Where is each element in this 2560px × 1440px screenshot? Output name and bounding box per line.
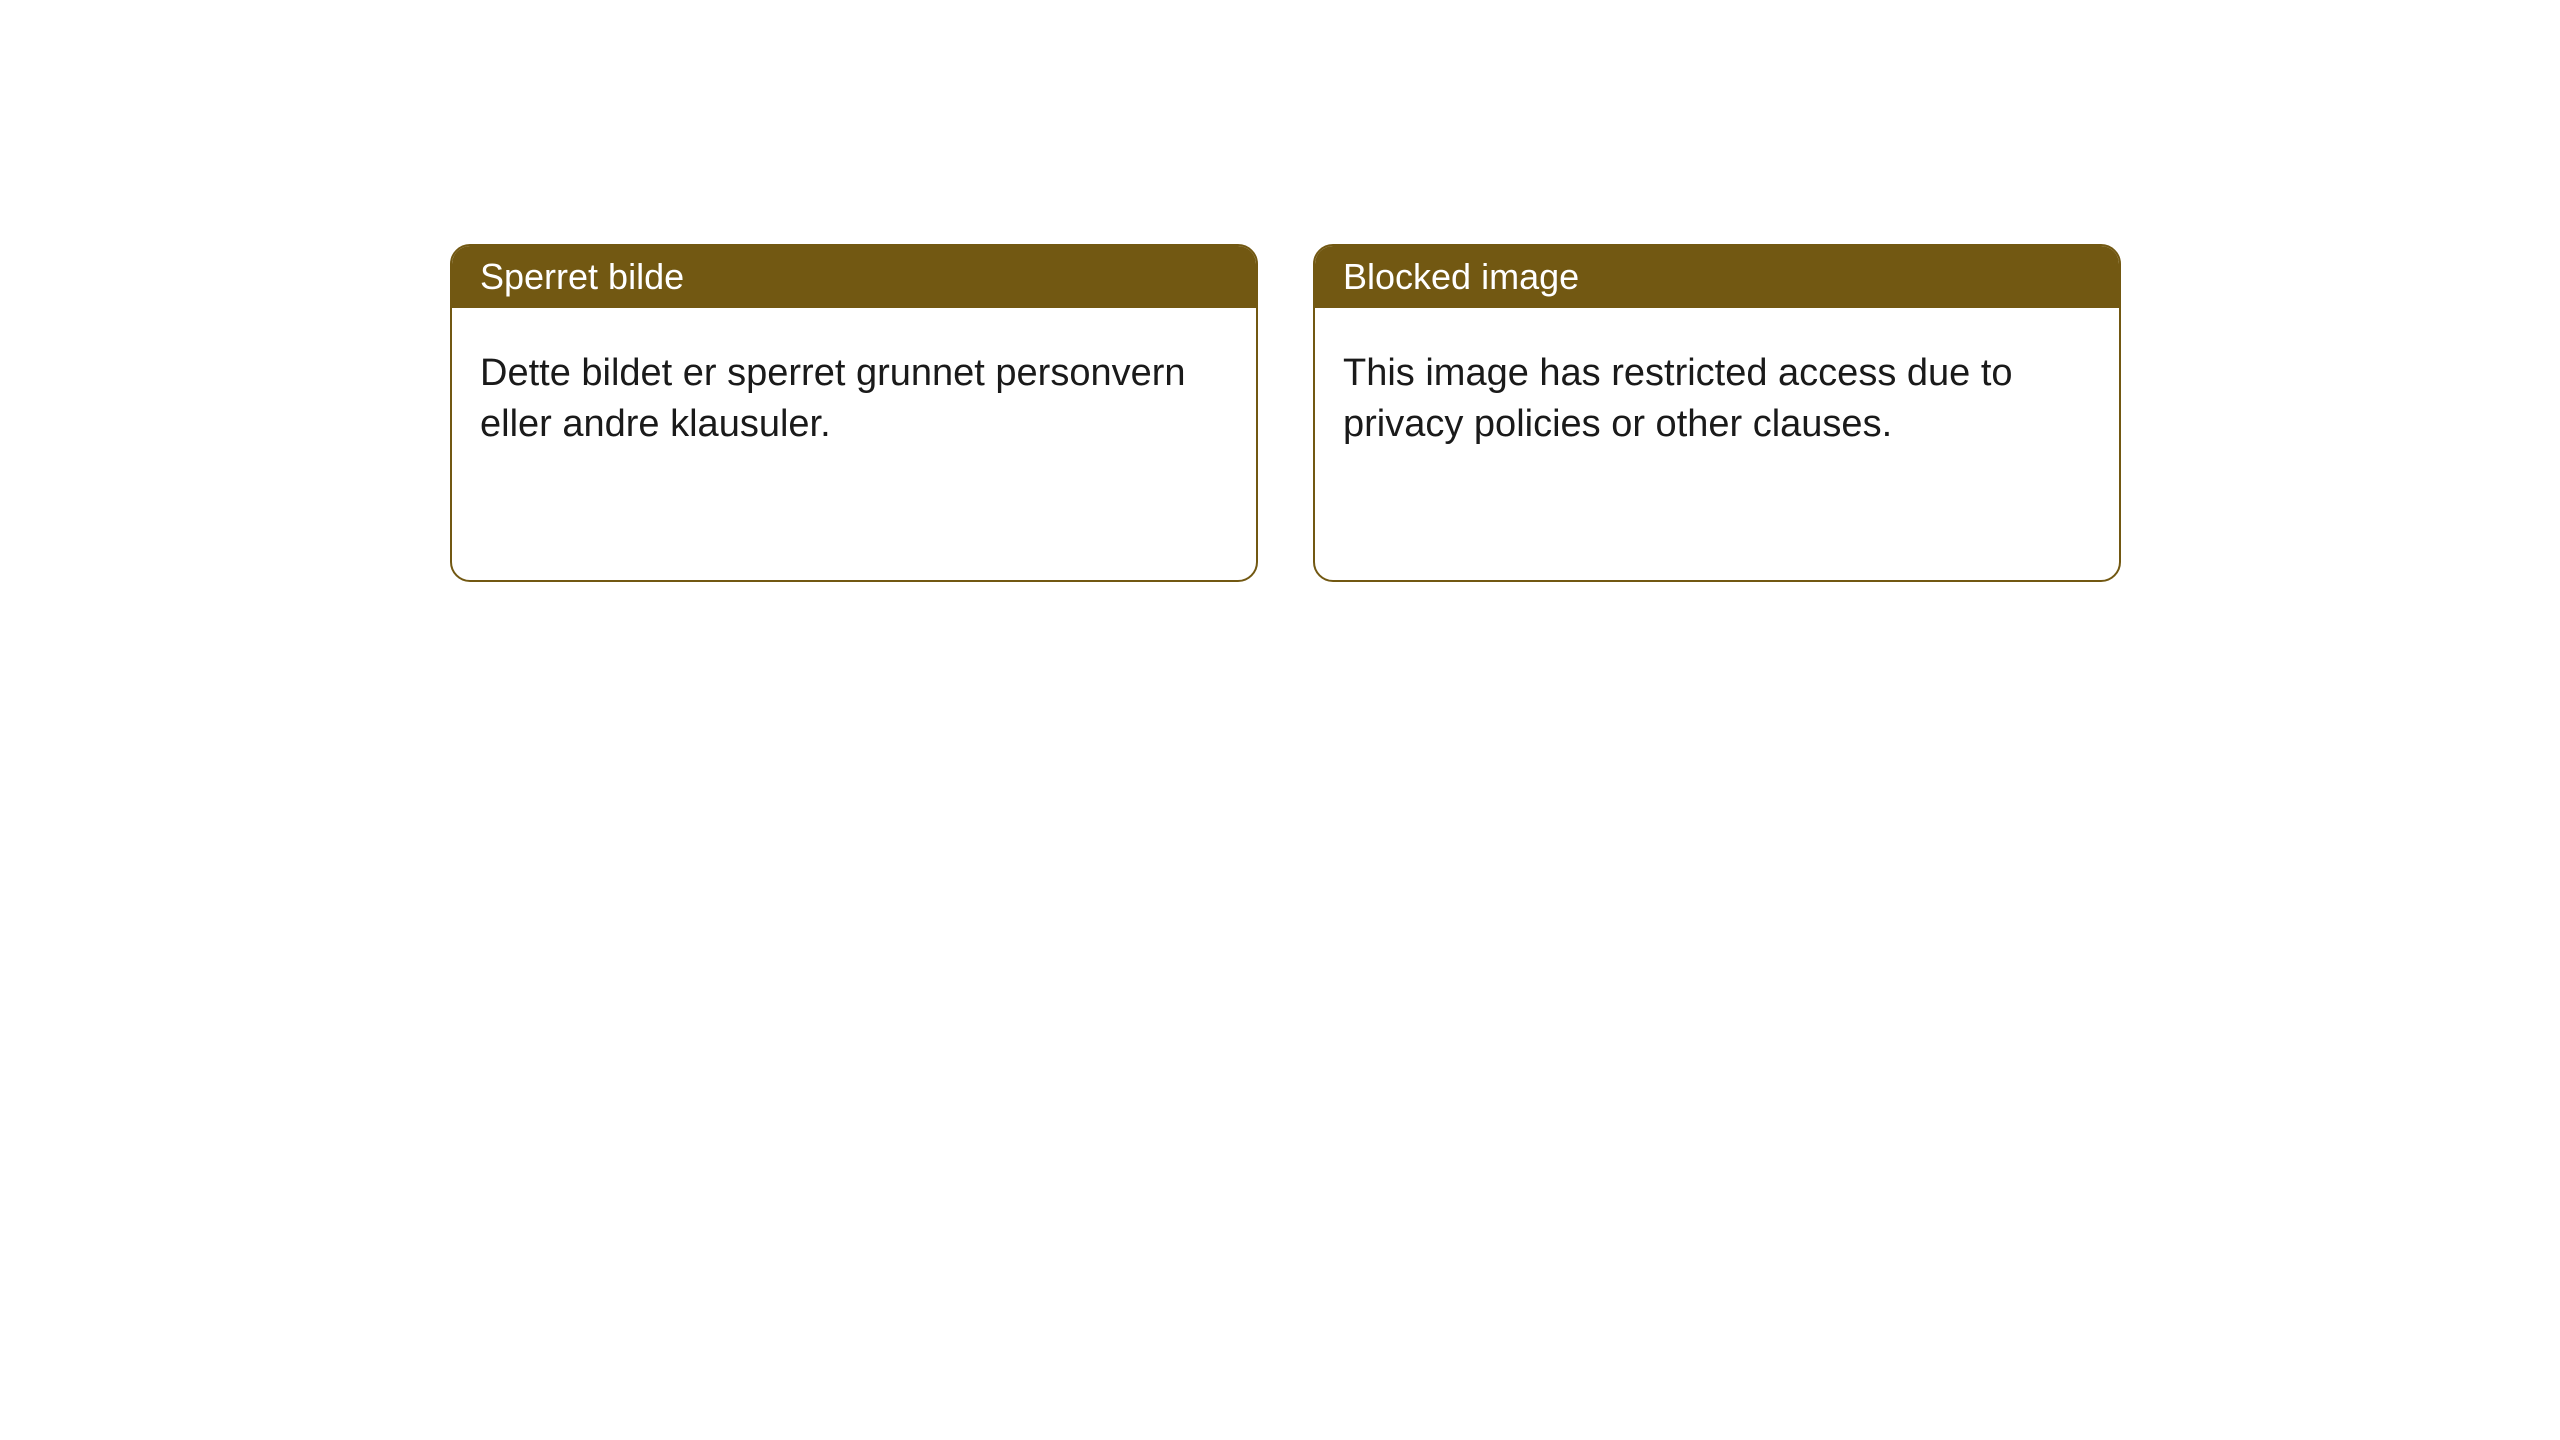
card-body: Dette bildet er sperret grunnet personve…	[452, 308, 1256, 479]
card-title: Blocked image	[1315, 246, 2119, 308]
card-body: This image has restricted access due to …	[1315, 308, 2119, 479]
card-title: Sperret bilde	[452, 246, 1256, 308]
blocked-image-card-norwegian: Sperret bilde Dette bildet er sperret gr…	[450, 244, 1258, 582]
blocked-image-card-english: Blocked image This image has restricted …	[1313, 244, 2121, 582]
cards-container: Sperret bilde Dette bildet er sperret gr…	[450, 244, 2121, 582]
